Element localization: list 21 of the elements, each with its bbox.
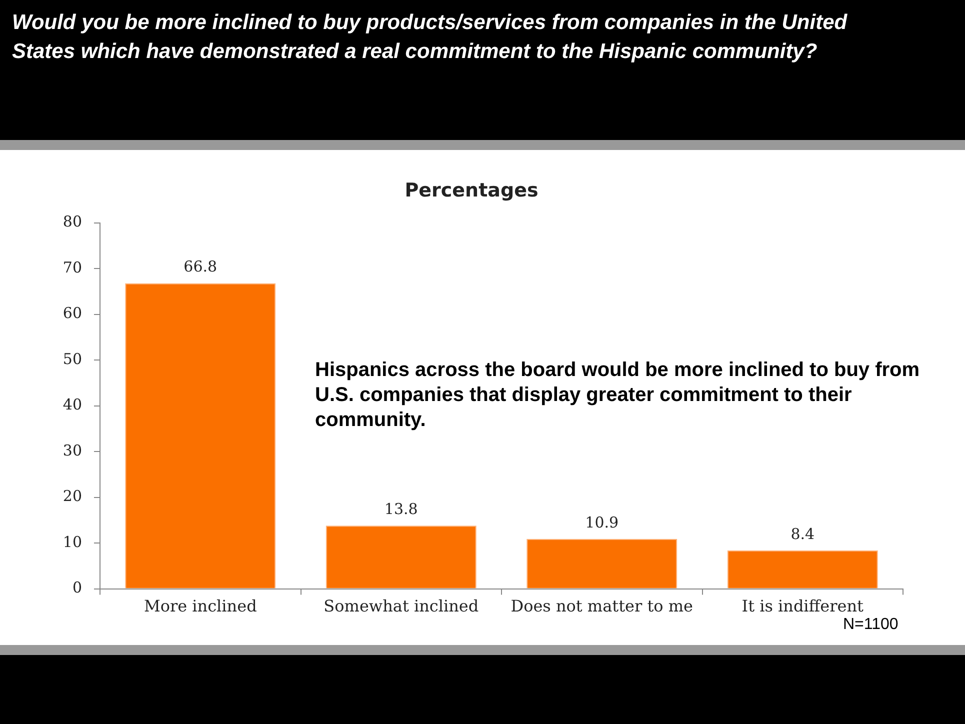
- chart-title: Would you be more inclined to buy products/services from companies in the United States which have demonstrated a real commitment to the Hispanic community?: [12, 10, 848, 65]
- y-tick-label: 40: [62, 396, 82, 414]
- data-label: 10.9: [585, 513, 619, 532]
- y-tick-label: 20: [62, 487, 82, 506]
- x-tick-label: It is indifferent: [742, 596, 864, 616]
- x-tick-label: Somewhat inclined: [324, 596, 479, 616]
- data-label: 13.8: [384, 500, 418, 518]
- y-tick-label: 60: [62, 304, 82, 322]
- annotation: Hispanics across the board would be more inclined to buy from U.S. companies that display greater commitment to their community.: [315, 358, 921, 433]
- data-label: 66.8: [184, 258, 218, 276]
- text: N=1100: [843, 616, 898, 634]
- y-tick-label: 80: [62, 212, 82, 231]
- y-tick-label: 30: [62, 441, 82, 460]
- y-tick-label: 50: [62, 350, 82, 368]
- y-tick-label: 0: [72, 578, 82, 597]
- x-tick-label: Does not matter to me: [510, 596, 693, 616]
- y-tick-label: 10: [62, 532, 82, 551]
- chart-subtitle: Percentages: [404, 179, 538, 202]
- data-label: 8.4: [790, 524, 815, 543]
- y-tick-label: 70: [62, 258, 82, 276]
- x-tick-label: More inclined: [144, 596, 257, 616]
